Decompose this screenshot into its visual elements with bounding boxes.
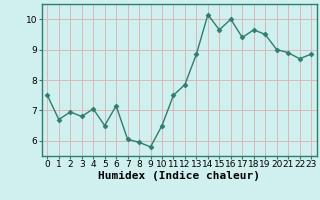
X-axis label: Humidex (Indice chaleur): Humidex (Indice chaleur) [98, 171, 260, 181]
